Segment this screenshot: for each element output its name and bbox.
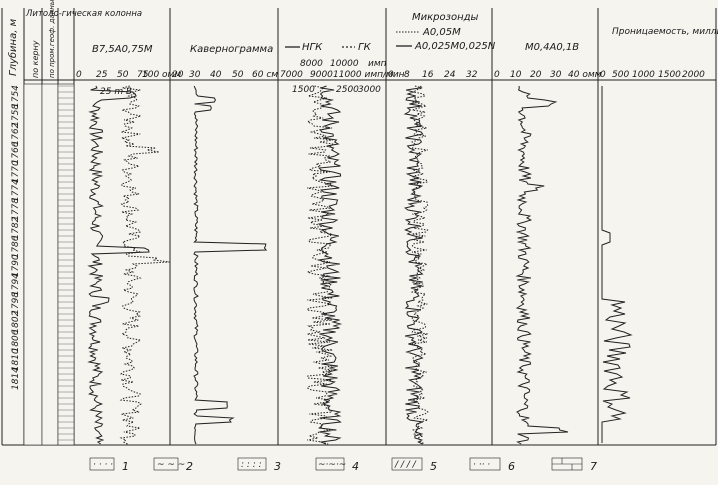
svg-text:20: 20 bbox=[172, 70, 184, 80]
depth-label: 1758 bbox=[11, 104, 21, 127]
depth-label: 1778 bbox=[11, 198, 21, 221]
permeability-curve bbox=[601, 86, 633, 443]
depth-label: 1814 bbox=[11, 367, 21, 390]
depth-label: 1790 bbox=[11, 254, 21, 277]
depth-labels: 1754175817621766177017741778178217861790… bbox=[11, 85, 21, 390]
resistivity-curve bbox=[87, 85, 150, 445]
depth-label: 1770 bbox=[11, 160, 21, 183]
depth-label: 1762 bbox=[11, 122, 21, 145]
svg-text:0: 0 bbox=[494, 70, 500, 80]
svg-text:имп: имп bbox=[368, 59, 387, 69]
svg-text:9000: 9000 bbox=[310, 70, 333, 80]
svg-text:30: 30 bbox=[189, 70, 201, 80]
svg-text:0: 0 bbox=[600, 70, 606, 80]
depth-label: 1786 bbox=[11, 235, 21, 258]
depth-label: 1798 bbox=[11, 292, 21, 315]
depth-label: 1774 bbox=[11, 179, 21, 202]
gk-title: ГК bbox=[358, 42, 372, 53]
ngk-title: НГК bbox=[302, 42, 323, 53]
svg-text:0: 0 bbox=[388, 70, 394, 80]
geo-title: по пром.геоф. данным bbox=[48, 0, 56, 78]
svg-text:40: 40 bbox=[210, 70, 222, 80]
svg-text:3: 3 bbox=[274, 460, 281, 473]
resistivity-title: B7,5A0,75M bbox=[92, 44, 153, 55]
svg-text:25 m B: 25 m B bbox=[100, 87, 132, 97]
svg-text:/ / / /: / / / / bbox=[394, 460, 417, 470]
svg-text:24: 24 bbox=[444, 70, 456, 80]
svg-text:2500: 2500 bbox=[336, 85, 359, 95]
svg-text:16: 16 bbox=[422, 70, 434, 80]
svg-text:500: 500 bbox=[612, 70, 629, 80]
svg-text:11000 имп/мин: 11000 имп/мин bbox=[333, 70, 405, 80]
micro2-title: M0,4A0,1B bbox=[525, 42, 579, 53]
micro-leg1: A0,05M bbox=[422, 27, 461, 38]
micro-curve-2 bbox=[410, 85, 429, 445]
resistivity-dotted-curve bbox=[119, 85, 170, 445]
svg-text:0: 0 bbox=[76, 70, 82, 80]
svg-text:7000: 7000 bbox=[280, 70, 303, 80]
svg-text:10: 10 bbox=[510, 70, 522, 80]
svg-text:100 омм: 100 омм bbox=[142, 70, 181, 80]
svg-text:75: 75 bbox=[137, 70, 149, 80]
svg-text:~·~·~: ~·~·~ bbox=[318, 460, 346, 470]
gk-curve bbox=[305, 85, 334, 445]
depth-label: 1802 bbox=[11, 310, 21, 333]
depth-label: 1782 bbox=[11, 216, 21, 239]
svg-text:50: 50 bbox=[232, 70, 244, 80]
svg-text:2: 2 bbox=[186, 460, 193, 473]
ngk-curve bbox=[317, 85, 343, 445]
svg-text:: : : :: : : : : bbox=[241, 460, 262, 470]
svg-text:2000: 2000 bbox=[682, 70, 705, 80]
tick-labels: 0 25 50 75 100 омм 25 m B 20 30 40 50 60… bbox=[76, 59, 705, 97]
perm-title: Проницаемость, миллидарси bbox=[612, 27, 718, 37]
micro-leg2: A0,025M0,025N bbox=[414, 41, 496, 52]
svg-text:8: 8 bbox=[404, 70, 410, 80]
svg-text:3000: 3000 bbox=[358, 85, 381, 95]
depth-title: Глубина, м bbox=[7, 18, 19, 76]
micro-title: Микрозонды bbox=[412, 12, 479, 23]
svg-text:10000: 10000 bbox=[330, 59, 359, 69]
micro2-curve bbox=[515, 85, 569, 445]
caliper-title: Кавернограмма bbox=[190, 44, 273, 55]
svg-text:25: 25 bbox=[96, 70, 108, 80]
svg-text:40 омм: 40 омм bbox=[568, 70, 602, 80]
log-curves bbox=[87, 85, 633, 445]
svg-text:20: 20 bbox=[530, 70, 542, 80]
caliper-curve bbox=[193, 85, 268, 445]
legend: · · · · 1 ~ ~ ~ 2 : : : : 3 ~·~·~ 4 / / … bbox=[89, 457, 597, 473]
svg-text:60 см: 60 см bbox=[252, 70, 278, 80]
svg-text:1500: 1500 bbox=[292, 85, 315, 95]
svg-text:32: 32 bbox=[466, 70, 478, 80]
depth-label: 1766 bbox=[11, 141, 21, 164]
svg-text:5: 5 bbox=[430, 460, 437, 473]
svg-text:1: 1 bbox=[122, 460, 129, 473]
core-title: по керну bbox=[31, 40, 40, 78]
svg-text:8000: 8000 bbox=[300, 59, 323, 69]
lithology-column bbox=[23, 83, 75, 446]
svg-text:30: 30 bbox=[550, 70, 562, 80]
svg-text:6: 6 bbox=[508, 460, 515, 473]
lith-title: Литоло-гическая колонна bbox=[25, 9, 142, 19]
svg-text:50: 50 bbox=[117, 70, 129, 80]
svg-text:4: 4 bbox=[352, 460, 359, 473]
svg-text:~ ~ ~: ~ ~ ~ bbox=[157, 460, 185, 470]
svg-text:· ·· ·: · ·· · bbox=[473, 460, 490, 470]
depth-label: 1806 bbox=[11, 329, 21, 352]
svg-text:1500: 1500 bbox=[658, 70, 681, 80]
depth-label: 1754 bbox=[11, 85, 21, 108]
svg-text:· · · ·: · · · · bbox=[93, 460, 113, 470]
svg-text:7: 7 bbox=[590, 460, 597, 473]
svg-text:1000: 1000 bbox=[632, 70, 655, 80]
depth-label: 1810 bbox=[11, 348, 21, 371]
micro-curve-1 bbox=[403, 85, 424, 445]
depth-label: 1794 bbox=[11, 273, 21, 296]
